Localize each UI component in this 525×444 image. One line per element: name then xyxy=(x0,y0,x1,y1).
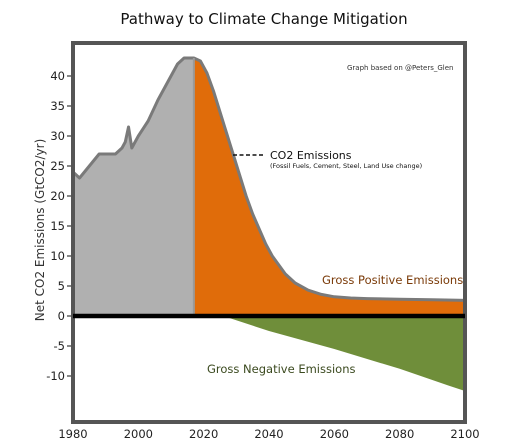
y-tick-label: -5 xyxy=(54,339,65,353)
gross-negative-label: Gross Negative Emissions xyxy=(207,362,355,376)
historical-emissions-area xyxy=(73,58,194,316)
gross-positive-label: Gross Positive Emissions xyxy=(322,273,463,287)
x-tick-label: 2100 xyxy=(450,427,479,441)
chart-title: Pathway to Climate Change Mitigation xyxy=(120,10,407,28)
y-tick-label: 20 xyxy=(50,189,65,203)
y-tick-label: -10 xyxy=(46,369,65,383)
x-tick-label: 2080 xyxy=(385,427,414,441)
y-tick-label: 30 xyxy=(50,129,65,143)
y-axis-label: Net CO2 Emissions (GtCO2/yr) xyxy=(33,139,47,322)
x-tick-label: 1980 xyxy=(58,427,87,441)
gross-positive-emissions-area xyxy=(193,58,465,316)
y-tick-label: 15 xyxy=(50,219,65,233)
credit-label: Graph based on @Peters_Glen xyxy=(347,64,453,72)
y-tick-label: 10 xyxy=(50,249,65,263)
y-tick-label: 40 xyxy=(50,69,65,83)
x-tick-label: 2040 xyxy=(254,427,283,441)
x-tick-label: 2020 xyxy=(189,427,218,441)
gross-negative-emissions-area xyxy=(223,316,465,391)
y-tick-label: 25 xyxy=(50,159,65,173)
x-tick-label: 2000 xyxy=(124,427,153,441)
y-tick-label: 5 xyxy=(58,279,65,293)
x-tick-label: 2060 xyxy=(320,427,349,441)
co2-emissions-sublabel: (Fossil Fuels, Cement, Steel, Land Use c… xyxy=(270,162,422,170)
y-tick-label: 0 xyxy=(58,309,65,323)
emissions-outline xyxy=(71,56,466,302)
y-tick-label: 35 xyxy=(50,99,65,113)
co2-emissions-label: CO2 Emissions xyxy=(270,149,352,162)
plot-frame xyxy=(71,41,467,424)
